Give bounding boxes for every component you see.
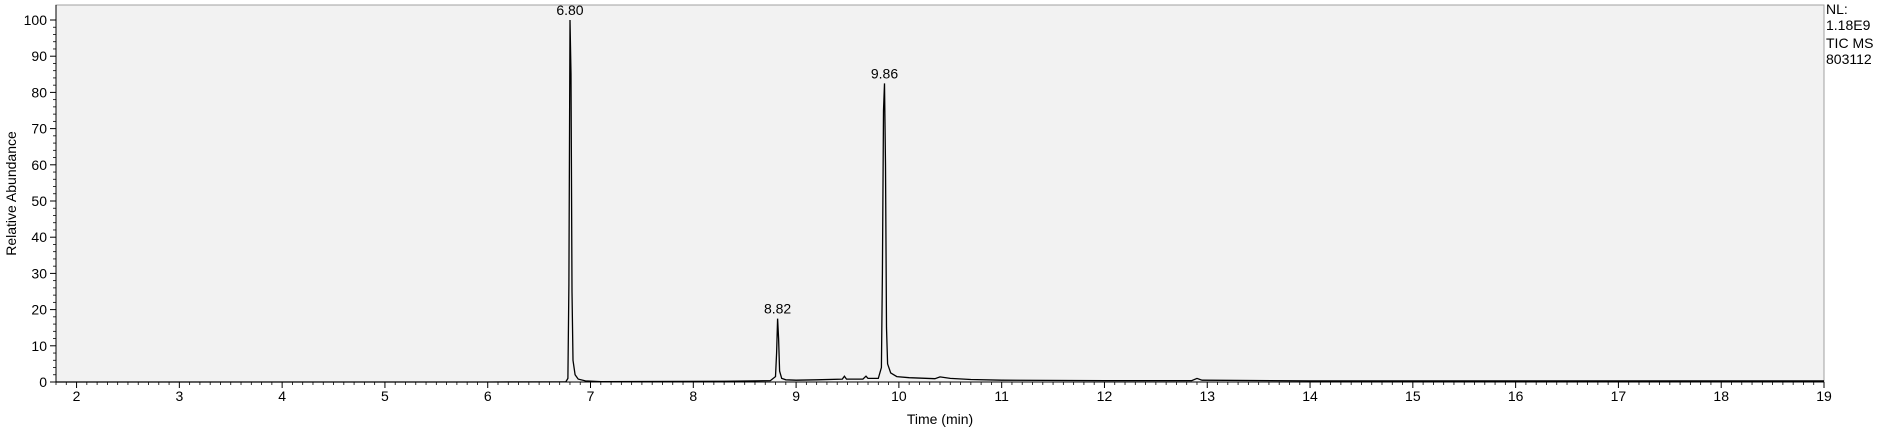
plot-area (55, 4, 1825, 383)
chromatogram-trace (56, 19, 1824, 383)
y-tick-label: 10 (31, 338, 47, 354)
x-axis-title: Time (min) (907, 411, 973, 427)
y-tick-label: 60 (31, 157, 47, 173)
x-tick-label: 7 (587, 388, 595, 404)
x-tick-label: 16 (1508, 388, 1524, 404)
y-tick-label: 70 (31, 121, 47, 137)
y-axis-title: Relative Abundance (3, 131, 19, 256)
peak-labels: 6.80 8.82 9.86 (556, 2, 898, 317)
y-axis: 0 10 20 30 40 50 60 70 80 90 100 (24, 5, 57, 390)
x-tick-label: 19 (1816, 388, 1832, 404)
x-tick-label: 8 (689, 388, 697, 404)
x-tick-label: 9 (792, 388, 800, 404)
x-tick-label: 5 (381, 388, 389, 404)
y-tick-label: 40 (31, 229, 47, 245)
x-tick-label: 4 (278, 388, 286, 404)
y-tick-label: 30 (31, 265, 47, 281)
file-id-label: 803112 (1826, 51, 1872, 67)
normalization-level-value: 1.18E9 (1826, 17, 1871, 33)
x-tick-label: 14 (1302, 388, 1318, 404)
x-tick-label: 3 (175, 388, 183, 404)
y-tick-label: 0 (39, 374, 47, 390)
x-tick-label: 18 (1713, 388, 1729, 404)
peak-label: 9.86 (871, 65, 898, 81)
y-tick-label: 20 (31, 302, 47, 318)
y-tick-label: 50 (31, 193, 47, 209)
x-tick-label: 2 (73, 388, 81, 404)
peak-label: 8.82 (764, 301, 791, 317)
x-tick-label: 12 (1097, 388, 1113, 404)
x-tick-label: 6 (484, 388, 492, 404)
y-tick-label: 80 (31, 84, 47, 100)
x-tick-label: 10 (891, 388, 907, 404)
x-tick-label: 11 (994, 388, 1009, 404)
x-tick-label: 17 (1611, 388, 1627, 404)
y-tick-label: 100 (24, 12, 48, 28)
x-tick-label: 15 (1405, 388, 1421, 404)
peak-label: 6.80 (556, 2, 583, 18)
x-tick-label: 13 (1199, 388, 1215, 404)
x-axis: 2 3 4 5 6 7 8 9 10 11 12 13 14 15 16 17 18 19 (55, 381, 1832, 404)
y-tick-label: 90 (31, 48, 47, 64)
scan-filter-label: TIC MS (1826, 35, 1874, 51)
normalization-level-label: NL: (1826, 1, 1848, 17)
